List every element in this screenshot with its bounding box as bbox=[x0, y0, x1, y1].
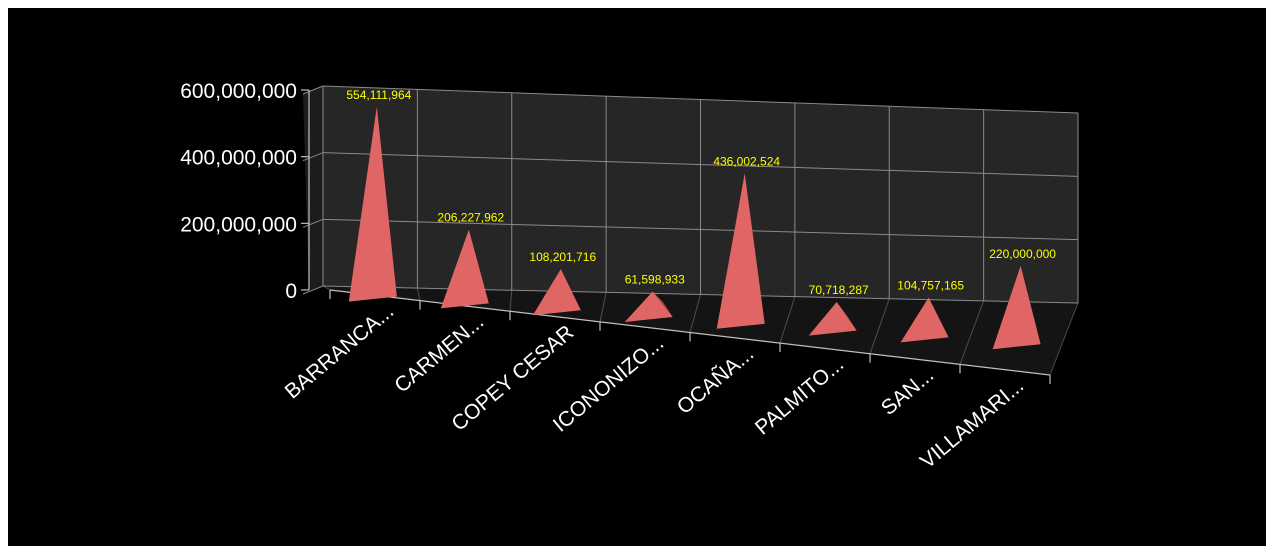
pyramid-face-front bbox=[348, 106, 397, 302]
pyramid-face-front bbox=[440, 229, 489, 309]
y-tick-label: 0 bbox=[285, 280, 297, 303]
pyramid-bar bbox=[440, 229, 489, 309]
pyramid-face-front bbox=[716, 173, 765, 329]
y-tick-label: 400,000,000 bbox=[180, 147, 297, 170]
pyramid-bar bbox=[716, 173, 765, 329]
floor-divider bbox=[779, 296, 796, 344]
floor-divider bbox=[869, 298, 890, 354]
pyramid-bar bbox=[992, 265, 1041, 350]
x-tick-label: VILLAMARI... bbox=[916, 374, 1028, 473]
pyramid-series bbox=[348, 106, 1041, 350]
data-label: 206,227,962 bbox=[437, 211, 504, 225]
pyramid-face-side bbox=[836, 302, 857, 331]
chart-area: 0 200,000,000 400,000,000 600,000,000 554,1… bbox=[8, 8, 1266, 546]
x-tick-label: OCAÑA... bbox=[672, 341, 758, 419]
pyramid-face-front bbox=[532, 269, 581, 316]
floor-divider bbox=[322, 285, 331, 291]
floor-divider bbox=[689, 294, 701, 333]
data-labels: 554,111,964 206,227,962 108,201,716 61,598,… bbox=[346, 88, 1056, 297]
gridline-side bbox=[302, 85, 324, 95]
gridline-side bbox=[302, 152, 324, 162]
pyramid-bar bbox=[624, 291, 673, 322]
floor-divider bbox=[416, 288, 421, 301]
x-tick-label: CARMEN... bbox=[390, 310, 488, 397]
data-label: 436,002,524 bbox=[713, 154, 780, 168]
data-label: 104,757,165 bbox=[897, 278, 964, 292]
floor-divider bbox=[509, 290, 513, 312]
pyramid-bar bbox=[348, 106, 397, 302]
pyramid-face-front bbox=[808, 302, 857, 336]
pyramid-bar bbox=[808, 302, 857, 336]
data-label: 554,111,964 bbox=[346, 88, 411, 102]
y-tick-label: 600,000,000 bbox=[180, 80, 297, 103]
pyramid-bar-chart: 0 200,000,000 400,000,000 600,000,000 554,1… bbox=[180, 80, 1079, 473]
x-tick-label: BARRANCA... bbox=[281, 300, 399, 404]
floor-divider bbox=[959, 300, 985, 365]
gridline-side bbox=[302, 285, 324, 295]
floor-divider bbox=[599, 292, 607, 322]
floor bbox=[323, 286, 1078, 375]
data-label: 70,718,287 bbox=[809, 283, 869, 297]
data-label: 220,000,000 bbox=[989, 247, 1056, 261]
pyramid-face-front bbox=[900, 297, 949, 343]
pyramid-face-front bbox=[992, 265, 1041, 350]
x-tick-label: PALMITO... bbox=[751, 353, 848, 440]
floor-divider bbox=[1049, 302, 1079, 376]
y-tick-label: 200,000,000 bbox=[180, 213, 297, 236]
data-label: 108,201,716 bbox=[529, 250, 596, 264]
data-label: 61,598,933 bbox=[625, 272, 685, 286]
gridline-side bbox=[302, 218, 324, 228]
pyramid-bar bbox=[532, 269, 581, 316]
x-tick-label: SAN... bbox=[877, 363, 938, 420]
pyramid-bar bbox=[900, 297, 949, 343]
y-axis-tick-labels: 0 200,000,000 400,000,000 600,000,000 bbox=[180, 80, 297, 303]
gridlines bbox=[302, 85, 1079, 376]
pyramid-face-front bbox=[624, 291, 673, 322]
side-wall bbox=[303, 86, 323, 290]
